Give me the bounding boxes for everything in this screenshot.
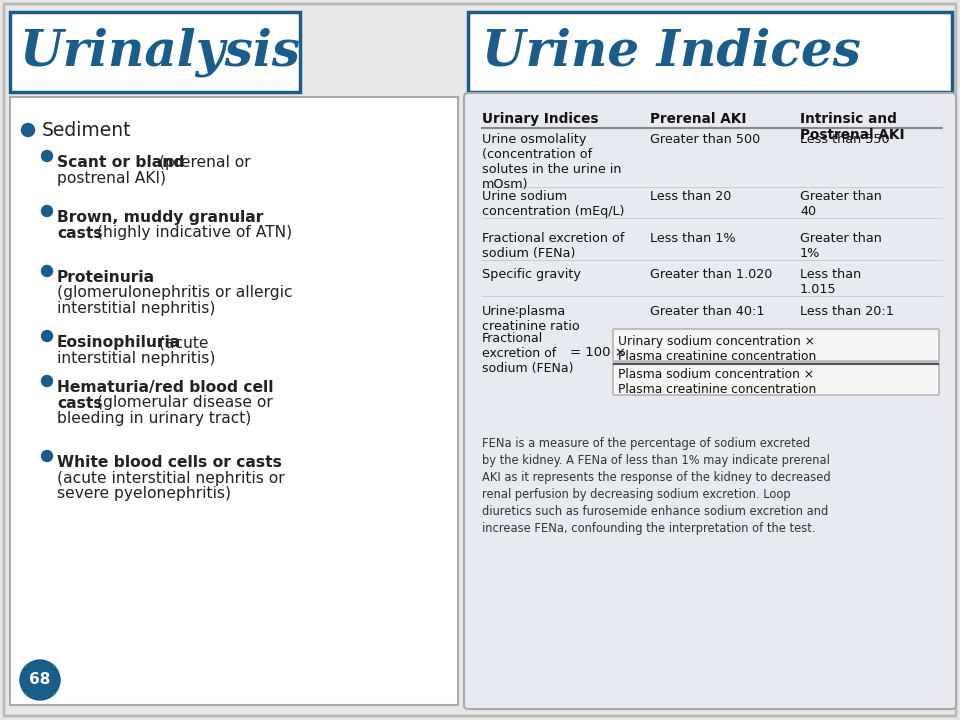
Text: Less than
1.015: Less than 1.015 [800, 268, 861, 296]
FancyBboxPatch shape [613, 363, 939, 395]
Circle shape [20, 660, 60, 700]
Text: Prerenal AKI: Prerenal AKI [650, 112, 747, 126]
Circle shape [41, 205, 53, 217]
Text: Less than 20: Less than 20 [650, 190, 732, 203]
Text: FENa is a measure of the percentage of sodium excreted
by the kidney. A FENa of : FENa is a measure of the percentage of s… [482, 437, 830, 535]
Circle shape [41, 330, 53, 341]
Text: Greater than 1.020: Greater than 1.020 [650, 268, 773, 281]
FancyBboxPatch shape [4, 4, 956, 716]
FancyBboxPatch shape [613, 329, 939, 361]
Circle shape [21, 124, 35, 137]
Circle shape [41, 451, 53, 462]
Text: 68: 68 [30, 672, 51, 688]
Text: casts: casts [57, 225, 103, 240]
Text: severe pyelonephritis): severe pyelonephritis) [57, 486, 231, 501]
Text: Brown, muddy granular: Brown, muddy granular [57, 210, 263, 225]
Text: Greater than 500: Greater than 500 [650, 133, 760, 146]
Text: Fractional
excretion of
sodium (FENa): Fractional excretion of sodium (FENa) [482, 332, 573, 375]
Text: Less than 350: Less than 350 [800, 133, 890, 146]
Circle shape [41, 150, 53, 161]
Text: White blood cells or casts: White blood cells or casts [57, 455, 282, 470]
Text: casts: casts [57, 395, 103, 410]
Text: (glomerulonephritis or allergic: (glomerulonephritis or allergic [57, 286, 293, 300]
Text: (highly indicative of ATN): (highly indicative of ATN) [92, 225, 292, 240]
Text: interstitial nephritis): interstitial nephritis) [57, 351, 215, 366]
Text: Greater than
40: Greater than 40 [800, 190, 882, 218]
Text: Urinary sodium concentration ×
Plasma creatinine concentration: Urinary sodium concentration × Plasma cr… [618, 335, 816, 363]
Text: (acute interstitial nephritis or: (acute interstitial nephritis or [57, 470, 284, 485]
Circle shape [41, 376, 53, 387]
Text: Urine osmolality
(concentration of
solutes in the urine in
mOsm): Urine osmolality (concentration of solut… [482, 133, 621, 191]
Text: Scant or bland: Scant or bland [57, 155, 184, 170]
Text: Greater than
1%: Greater than 1% [800, 232, 882, 260]
Text: Eosinophiluria: Eosinophiluria [57, 335, 181, 350]
Text: (glomerular disease or: (glomerular disease or [92, 395, 273, 410]
Text: Urine sodium
concentration (mEq/L): Urine sodium concentration (mEq/L) [482, 190, 624, 218]
Text: Less than 1%: Less than 1% [650, 232, 735, 245]
Text: Sediment: Sediment [42, 120, 132, 140]
Text: Greater than 40:1: Greater than 40:1 [650, 305, 764, 318]
Text: Intrinsic and
Postrenal AKI: Intrinsic and Postrenal AKI [800, 112, 904, 143]
FancyBboxPatch shape [10, 12, 300, 92]
Circle shape [41, 266, 53, 276]
Text: Fractional excretion of
sodium (FENa): Fractional excretion of sodium (FENa) [482, 232, 624, 260]
Text: bleeding in urinary tract): bleeding in urinary tract) [57, 411, 252, 426]
Text: Urinary Indices: Urinary Indices [482, 112, 598, 126]
Text: (acute: (acute [155, 335, 208, 350]
FancyBboxPatch shape [468, 12, 952, 92]
Text: postrenal AKI): postrenal AKI) [57, 171, 166, 186]
Text: interstitial nephritis): interstitial nephritis) [57, 301, 215, 316]
Text: Urine Indices: Urine Indices [482, 27, 861, 76]
Text: Hematuria/red blood cell: Hematuria/red blood cell [57, 380, 274, 395]
Text: Urine∶plasma
creatinine ratio: Urine∶plasma creatinine ratio [482, 305, 580, 333]
FancyBboxPatch shape [10, 97, 458, 705]
Text: Less than 20:1: Less than 20:1 [800, 305, 894, 318]
Text: = 100 ×: = 100 × [570, 346, 626, 359]
Text: Urinalysis: Urinalysis [20, 27, 301, 77]
Text: Proteinuria: Proteinuria [57, 270, 156, 285]
Text: Plasma sodium concentration ×
Plasma creatinine concentration: Plasma sodium concentration × Plasma cre… [618, 368, 816, 396]
Text: Specific gravity: Specific gravity [482, 268, 581, 281]
FancyBboxPatch shape [464, 93, 956, 709]
Text: (prerenal or: (prerenal or [155, 155, 251, 170]
